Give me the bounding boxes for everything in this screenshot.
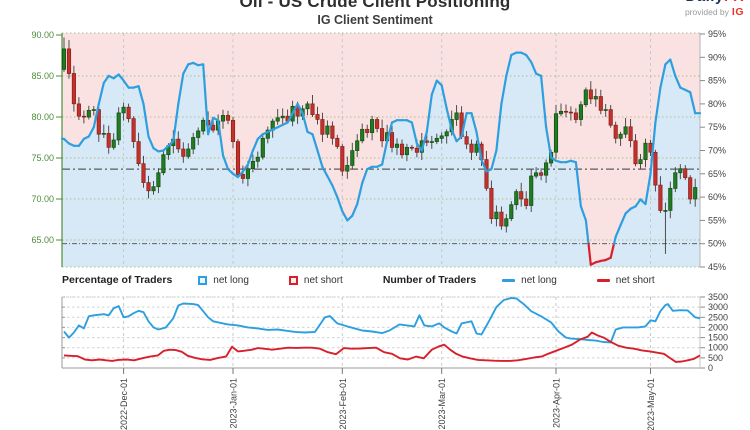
- legend-num-net-long: net long: [502, 275, 557, 286]
- legend-label: net short: [615, 274, 655, 286]
- svg-text:2023-Apr-01: 2023-Apr-01: [552, 378, 562, 428]
- svg-text:2022-Dec-01: 2022-Dec-01: [119, 378, 129, 430]
- svg-text:75%: 75%: [708, 122, 726, 132]
- net-long-line-icon: [502, 278, 516, 282]
- svg-text:90%: 90%: [708, 52, 726, 62]
- net-long-swatch-icon: [198, 275, 208, 285]
- legend-num-title: Number of Traders: [382, 274, 477, 286]
- page-title: Oil - US Crude Client Positioning: [239, 0, 511, 11]
- sentiment-axis: 95% 90% 85% 80% 75% 70% 65% 60% 55% 50% 45%: [700, 29, 726, 272]
- svg-text:2023-Mar-01: 2023-Mar-01: [437, 378, 447, 430]
- svg-text:500: 500: [708, 353, 723, 363]
- svg-text:3000: 3000: [708, 302, 728, 312]
- svg-text:45%: 45%: [708, 262, 726, 272]
- logo-fx-text: FX: [724, 0, 744, 4]
- svg-text:80.00: 80.00: [31, 112, 54, 122]
- svg-text:85%: 85%: [708, 76, 726, 86]
- net-long-pct-line: [60, 51, 702, 266]
- net-short-swatch-icon: [288, 275, 298, 285]
- provided-by-label: provided by IG: [684, 6, 744, 18]
- svg-text:2000: 2000: [708, 322, 728, 332]
- svg-text:70%: 70%: [708, 146, 726, 156]
- svg-text:2500: 2500: [708, 312, 728, 322]
- legend-label: net long: [521, 274, 557, 286]
- svg-text:3500: 3500: [708, 292, 728, 302]
- svg-text:65%: 65%: [708, 169, 726, 179]
- legend-pct-net-short: net short: [288, 274, 343, 286]
- svg-text:2023-Jan-01: 2023-Jan-01: [229, 378, 239, 429]
- ig-logo: IG: [731, 6, 744, 18]
- logo-daily-text: Daily: [685, 0, 723, 4]
- legend-label: net short: [303, 274, 343, 286]
- svg-text:70.00: 70.00: [31, 194, 54, 204]
- svg-text:95%: 95%: [708, 29, 726, 39]
- svg-text:60%: 60%: [708, 192, 726, 202]
- net-long-area: [62, 52, 700, 267]
- svg-text:50%: 50%: [708, 239, 726, 249]
- svg-text:1000: 1000: [708, 343, 728, 353]
- net-short-line-icon: [596, 278, 610, 282]
- legend: Percentage of Traders net long net short…: [62, 274, 712, 286]
- chart-subtitle: IG Client Sentiment: [317, 13, 433, 27]
- svg-text:80%: 80%: [708, 99, 726, 109]
- page-title-clipped: Oil - US Crude Client Positioning: [0, 0, 750, 11]
- svg-text:75.00: 75.00: [31, 153, 54, 163]
- legend-pct-net-long: net long: [198, 275, 249, 286]
- count-line-net-short: [63, 331, 701, 363]
- count-line-net-long: [63, 297, 701, 344]
- svg-text:2023-May-01: 2023-May-01: [646, 378, 656, 430]
- candles-layer: [61, 37, 698, 254]
- legend-pct-title: Percentage of Traders: [62, 274, 173, 286]
- svg-text:85.00: 85.00: [31, 71, 54, 81]
- svg-text:55%: 55%: [708, 215, 726, 225]
- svg-text:1500: 1500: [708, 333, 728, 343]
- svg-text:90.00: 90.00: [31, 30, 54, 40]
- svg-text:0: 0: [708, 363, 713, 373]
- svg-text:65.00: 65.00: [31, 235, 54, 245]
- dailyfx-wordmark-clipped: DailyFX: [624, 0, 744, 4]
- price-axis: 90.00 85.00 80.00 75.00 70.00 65.00: [31, 30, 62, 245]
- legend-num-net-short: net short: [596, 274, 655, 286]
- svg-text:2023-Feb-01: 2023-Feb-01: [338, 378, 348, 430]
- legend-label: net long: [213, 274, 249, 286]
